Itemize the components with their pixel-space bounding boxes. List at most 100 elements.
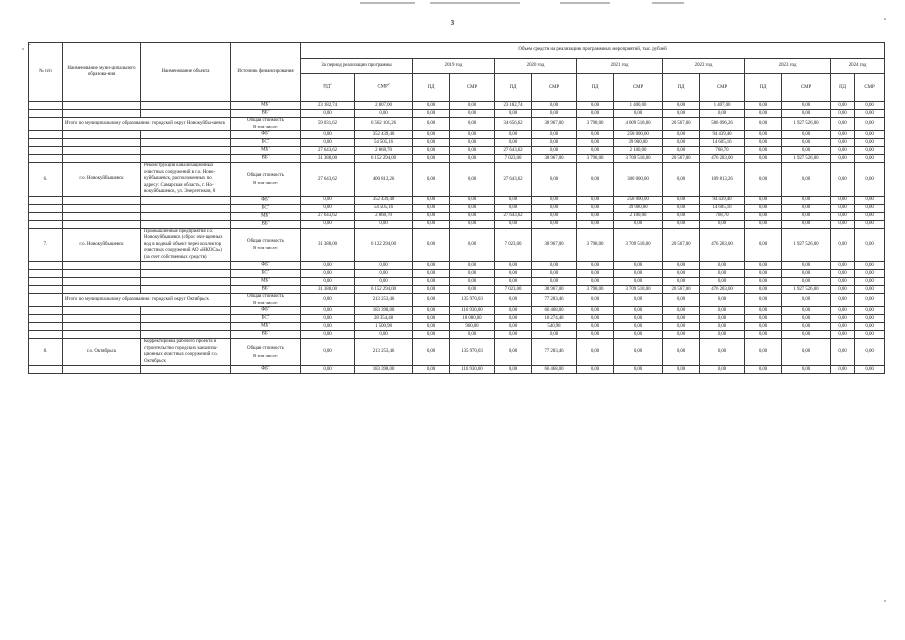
row-object-cell — [140, 330, 231, 340]
row-object-cell: Реконструкция канализационных очистных с… — [140, 162, 231, 197]
row-object-cell — [140, 211, 231, 221]
row-value-cell: 183 398,00 — [354, 365, 413, 375]
row-value-cell: 20 567,00 — [662, 116, 700, 132]
th-smr-2021: СМР — [613, 73, 663, 102]
row-index-cell — [28, 365, 63, 375]
row-object-cell — [140, 195, 231, 205]
row-value-cell: 0,00 — [531, 211, 577, 221]
row-value-cell: 0,00 — [412, 203, 450, 213]
row-value-cell: 0,00 — [412, 322, 450, 332]
row-value-cell: 0,00 — [576, 277, 614, 287]
th-source: Источник финансирования — [230, 42, 301, 102]
row-value-cell: 0,00 — [744, 138, 782, 148]
row-source-cell: БС4 — [230, 138, 301, 148]
row-value-cell: 0,00 — [662, 269, 700, 279]
row-value-cell: 0,00 — [662, 338, 700, 367]
row-value-cell: 0,00 — [662, 322, 700, 332]
table-row: ВБ5 0,00 0,00 0,00 0,00 0,00 0,00 0,00 0,00 0,00 0… — [28, 330, 886, 340]
row-value-cell: 0,00 — [576, 365, 614, 375]
row-value-cell: 476 283,00 — [699, 227, 745, 263]
row-value-cell: 0,00 — [412, 154, 450, 164]
row-value-cell: 0,00 — [531, 109, 577, 118]
row-source-cell: Общая стоимость В том числе: — [230, 116, 301, 132]
row-value-cell: 0,00 — [449, 109, 495, 118]
row-value-cell: 6 122 294,00 — [354, 227, 413, 263]
th-index: № п/п — [28, 42, 63, 102]
row-index-cell — [28, 293, 63, 308]
row-value-cell: 0,00 — [699, 330, 745, 340]
row-value-cell: 0,00 — [662, 130, 700, 140]
row-index-cell — [28, 130, 63, 140]
row-value-cell: 0,00 — [744, 195, 782, 205]
row-value-cell: 476 283,00 — [699, 285, 745, 295]
row-value-cell: 94 439,40 — [699, 130, 745, 140]
row-value-cell: 0,00 — [699, 219, 745, 229]
row-value-cell: 0,00 — [853, 146, 886, 156]
scan-artifact — [884, 18, 886, 20]
row-value-cell: 0,00 — [412, 109, 450, 118]
row-value-cell: 0,00 — [576, 138, 614, 148]
th-smr-2024: СМР — [853, 73, 886, 102]
row-object-cell: Корректировка рабочего проекта и строите… — [140, 338, 231, 367]
row-value-cell: 0,00 — [354, 261, 413, 271]
row-index-cell — [28, 314, 63, 324]
row-municipality-cell — [62, 314, 141, 324]
row-value-cell: 0,00 — [744, 203, 782, 213]
row-value-cell: 3 709 518,00 — [613, 227, 663, 263]
row-value-cell: 0,00 — [699, 322, 745, 332]
row-value-cell: 0,00 — [613, 365, 663, 375]
row-value-cell: 0,00 — [354, 330, 413, 340]
row-value-cell: 0,00 — [412, 277, 450, 287]
row-value-cell: 0,00 — [576, 211, 614, 221]
row-value-cell: 0,00 — [412, 130, 450, 140]
row-index-cell — [28, 219, 63, 229]
row-index-cell — [28, 277, 63, 287]
row-value-cell: 0,00 — [830, 322, 855, 332]
row-value-cell: 586 096,26 — [699, 116, 745, 132]
row-value-cell: 0,00 — [412, 211, 450, 221]
row-value-cell: 0,00 — [699, 306, 745, 316]
row-value-cell: 0,00 — [744, 365, 782, 375]
row-value-cell: 0,00 — [300, 138, 355, 148]
row-value-cell: 6 152 294,00 — [354, 285, 413, 295]
row-value-cell: 0,00 — [300, 277, 355, 287]
row-value-cell: 0,00 — [449, 146, 495, 156]
row-index-cell — [28, 285, 63, 295]
row-value-cell: 0,00 — [449, 227, 495, 263]
row-value-cell: 0,00 — [531, 219, 577, 229]
table-row: МБ3 27 643,62 2 868,70 0,00 0,00 27 643,62 0,0… — [28, 146, 886, 156]
row-value-cell: 109 813,26 — [699, 162, 745, 197]
row-value-cell: 0,00 — [449, 285, 495, 295]
row-value-cell: 0,00 — [853, 330, 886, 340]
row-value-cell: 0,00 — [531, 330, 577, 340]
scan-artifact — [884, 600, 886, 602]
row-value-cell: 31 388,00 — [300, 285, 355, 295]
header-row-groups: За период реализации программы 2019 год … — [29, 57, 886, 75]
row-municipality-cell: г.о. Новокуйбышевск — [62, 227, 141, 263]
row-value-cell: 0,00 — [830, 219, 855, 229]
row-value-cell: 0,00 — [412, 116, 450, 132]
row-value-cell: 2 807,00 — [354, 101, 413, 110]
table-row: БС4 0,00 54 505,16 0,00 0,00 0,00 0,00 0,00 39 9… — [28, 138, 886, 148]
row-value-cell: 10 274,48 — [531, 314, 577, 324]
row-value-cell: 0,00 — [853, 109, 886, 118]
th-group-2021: 2021 год — [576, 57, 663, 75]
row-value-cell: 0,00 — [781, 162, 831, 197]
row-value-cell: 0,00 — [412, 306, 450, 316]
row-value-cell: 1 927 526,00 — [781, 285, 831, 295]
row-value-cell: 0,00 — [830, 314, 855, 324]
row-value-cell: 0,00 — [699, 338, 745, 367]
row-value-cell: 0,00 — [853, 101, 886, 110]
row-value-cell: 0,00 — [744, 116, 782, 132]
row-value-cell: 352 439,40 — [354, 195, 413, 205]
row-value-cell: 77 283,46 — [531, 338, 577, 367]
row-municipality-cell — [62, 330, 141, 340]
row-value-cell: 0,00 — [853, 314, 886, 324]
row-value-cell: 0,00 — [744, 306, 782, 316]
row-value-cell: 0,00 — [853, 338, 886, 367]
row-value-cell: 0,00 — [781, 365, 831, 375]
row-value-cell: 768,70 — [699, 146, 745, 156]
row-value-cell: 0,00 — [576, 330, 614, 340]
row-value-cell: 0,00 — [781, 261, 831, 271]
row-value-cell: 0,00 — [781, 211, 831, 221]
